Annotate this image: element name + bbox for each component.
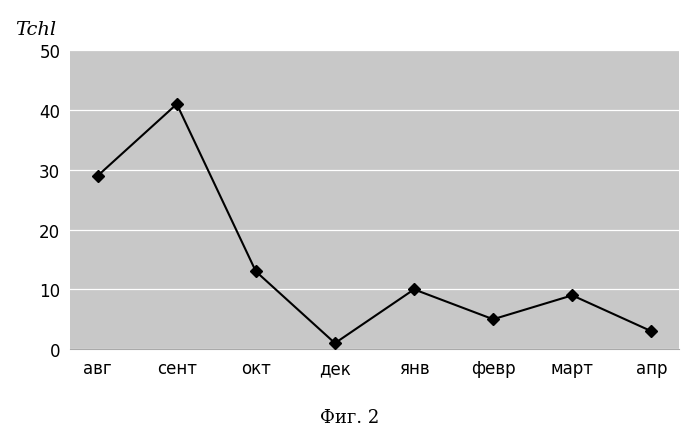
Text: Фиг. 2: Фиг. 2 bbox=[321, 408, 379, 426]
Text: Tchl: Tchl bbox=[15, 21, 56, 39]
